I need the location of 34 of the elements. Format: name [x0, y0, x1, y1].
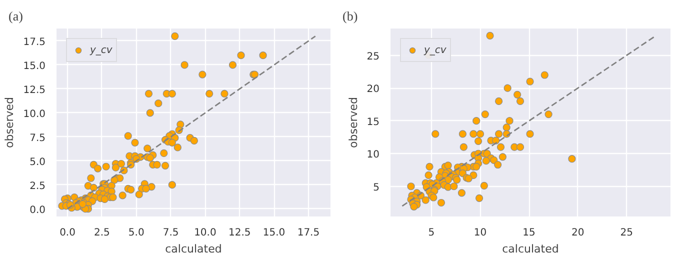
- x-tick-label: 15: [522, 228, 536, 238]
- x-tick-label: 7.5: [162, 228, 179, 238]
- y-tick-label: 12.5: [23, 84, 46, 96]
- y-tick-label: 15: [366, 116, 380, 128]
- x-tick-label: 0.0: [60, 228, 76, 238]
- x-tick-label: 5.0: [128, 228, 144, 238]
- x-tick-label: 20: [571, 228, 584, 238]
- y-tick-label: 20: [366, 84, 380, 96]
- y-tick-label: 5.0: [30, 156, 46, 168]
- legend-label: y_cv: [90, 44, 112, 56]
- y-tick-label: 25: [366, 51, 380, 62]
- y-tick-label: 7.5: [30, 132, 46, 144]
- x-tick-label: 10.0: [194, 228, 216, 238]
- y-axis-title: observed: [3, 96, 16, 148]
- x-tick-label: 17.5: [297, 228, 320, 238]
- y-tick-label: 10.0: [23, 108, 46, 120]
- y-tick-label: 17.5: [23, 36, 46, 48]
- y-tick-label: 10: [366, 150, 380, 161]
- x-tick-label: 5: [428, 228, 435, 238]
- legend-label: y_cv: [424, 44, 446, 56]
- x-tick-label: 2.5: [94, 228, 110, 238]
- x-axis-title: calculated: [165, 242, 222, 256]
- y-tick-label: 0.0: [30, 204, 46, 216]
- y-tick-label: 2.5: [30, 180, 46, 192]
- y-tick-label: 5: [373, 182, 380, 194]
- chart-title: (b): [342, 8, 358, 24]
- x-tick-label: 12.5: [228, 228, 251, 238]
- x-axis-title: calculated: [502, 242, 559, 256]
- y-tick-label: 15.0: [23, 60, 46, 72]
- x-tick-label: 15.0: [262, 228, 286, 238]
- x-tick-label: 25: [620, 228, 633, 238]
- chart-title: (a): [8, 8, 23, 24]
- x-tick-label: 10: [474, 228, 487, 238]
- y-axis-title: observed: [346, 96, 360, 148]
